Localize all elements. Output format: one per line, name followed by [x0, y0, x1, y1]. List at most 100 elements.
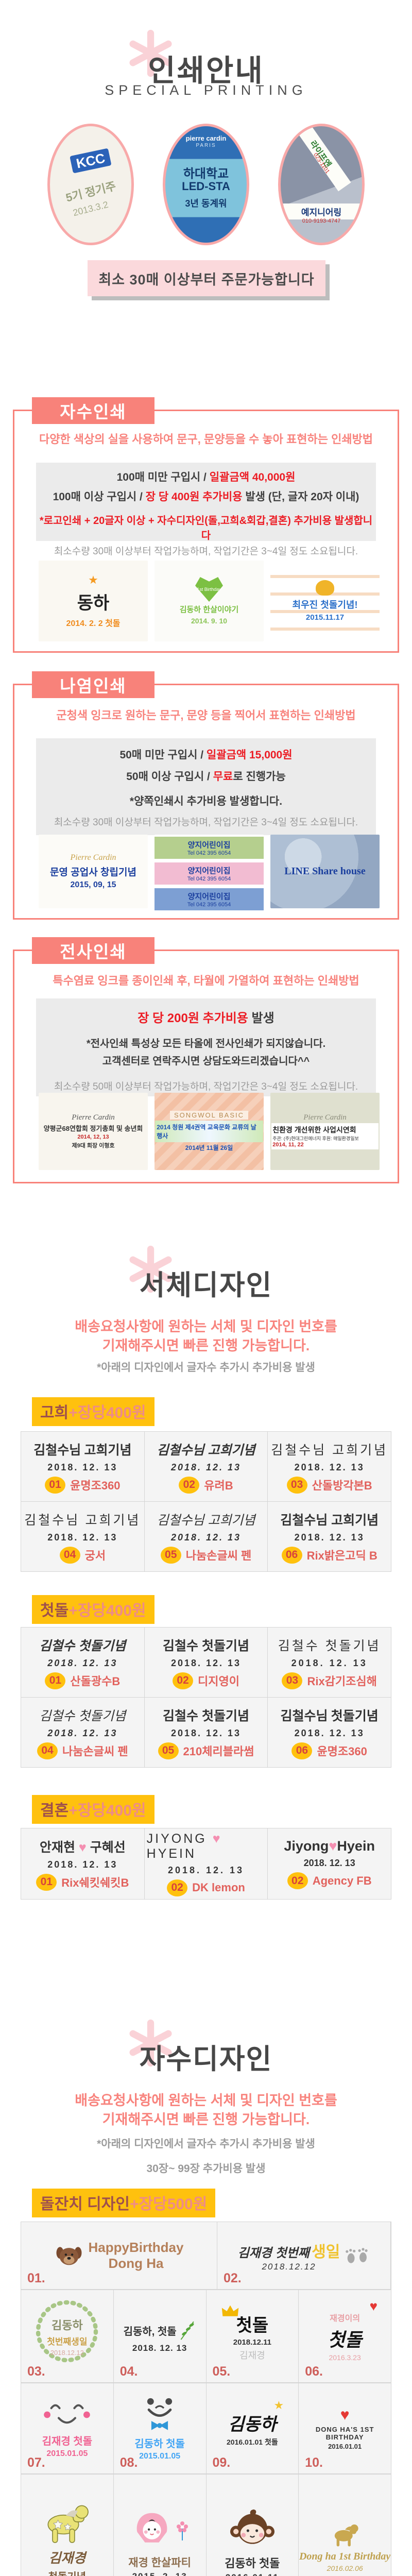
number-badge: 03 [282, 1672, 303, 1689]
wreath-icon [36, 2300, 98, 2363]
towel-strip: 양지어린이집 Tel 042 395 6054 [154, 837, 264, 859]
page-subtitle: SPECIAL PRINTING [105, 82, 307, 98]
font-cell: 김철수 첫돌기념 2018. 12. 13 02 디지영이 [144, 1628, 268, 1697]
font-design-desc2: 기재해주시면 빠른 진행 가능합니다. [102, 1338, 310, 1353]
photo-text: SONGWOL BASIC [169, 1111, 249, 1120]
photo-text: 친환경 개선위한 사업시연회 [272, 1126, 356, 1134]
design-cell: HappyBirthday Dong Ha 01. [21, 2222, 217, 2289]
design-text: 2018.12.12 [50, 2348, 84, 2357]
number-badge: 05 [158, 1742, 179, 1759]
number-badge: 02 [173, 1672, 193, 1689]
gold-pony-icon [334, 2524, 358, 2547]
asterisk-icon [129, 1245, 172, 1293]
smiley-bow-icon [147, 2398, 173, 2430]
towel-strip: 양지어린이집 Tel 042 395 6054 [154, 862, 264, 885]
transfer-print-section [13, 950, 399, 1183]
heart-icon: ♥ [212, 1831, 222, 1846]
section-photo-row: Pierre Cardin 양평군68연합회 정기총회 및 송년회 2014, … [39, 1093, 380, 1170]
design-cell: 김동하 첫번째생일 2018.12.12 03. [21, 2290, 113, 2382]
design-cell: 김재경 첫돌 2015.01.05 07. [21, 2383, 113, 2473]
photo-text: Pierre Cardin [72, 1113, 115, 1122]
design-cell: 김동하, 첫돌 2018. 12. 13 04. [113, 2290, 206, 2382]
font-cell: 김철수 첫돌기념 2018. 12. 13 01 산돌광수B [21, 1628, 144, 1697]
price-line: 고객센터로 연락주시면 상담도와드리겠습니다^^ [102, 1056, 310, 1067]
section-photo-row: ★ 동하 2014. 2. 2 첫돌 1st Birthday 김동하 한살이야… [39, 561, 380, 641]
photo-text: KCC [70, 148, 112, 174]
leaf-branch-icon [180, 2321, 194, 2340]
number-badge: 02 [179, 1476, 200, 1494]
photo-text: 023-1101 [312, 151, 331, 175]
heart-icon: ♥ [369, 2298, 377, 2314]
photo-text: 010-9193-4747 [302, 218, 341, 224]
photo-text: 2014, 12, 13 [77, 1134, 109, 1140]
price-line: 최소수량 50매 이상부터 작업가능하며, 작업기간은 3~4일 정도 소요됩니… [54, 1081, 358, 1092]
asterisk-icon [129, 2019, 172, 2067]
section-title-embroidery: 자수인쇄 [32, 397, 154, 424]
design-text: 첫돌 [236, 2315, 269, 2335]
photo-text: 양지어린이집 [187, 892, 231, 901]
design-text: 2018.12.11 [233, 2337, 271, 2347]
photo-text: 2014. 9. 10 [191, 617, 228, 625]
design-text: 2015.01.05 [139, 2452, 181, 2461]
design-cell: ♥ DONG HA'S 1ST BIRTHDAY 2016.01.01 10. [299, 2383, 391, 2473]
embroidery-design-title: 자수디자인 [139, 2044, 273, 2075]
design-cell: 김동하 첫돌 2016.01.11 13. [206, 2475, 299, 2576]
photo-text: 최우진 첫돌기념! [292, 600, 358, 610]
section-photo-row: Pierre Cardin 문영 공업사 창립기념 2015, 09, 15 양… [39, 835, 380, 912]
photo-text: Pierre Cardin [70, 853, 116, 862]
dol-design-grid-row3: 김재경 첫돌 2015.01.05 07. 김동하 첫돌 2015.01.05 … [21, 2383, 391, 2474]
design-text: HappyBirthday [88, 2240, 184, 2255]
sample-photo-row: KCC 5기 정기주 2013.3.2 pierre cardin PARIS … [0, 124, 412, 245]
dol-design-grid-row1: HappyBirthday Dong Ha 01. 김재경 첫번째 생일 201… [21, 2222, 391, 2290]
design-text: 첫번째생일 [47, 2336, 88, 2347]
number-badge: 01 [45, 1672, 66, 1689]
wedding-font-table: 안재현 ♥ 구혜선 2018. 12. 13 01 Rix쉐킷쉐킷B JIYONG… [21, 1828, 391, 1900]
font-cell: 김철수 첫돌기념 2018. 12. 13 05 210체리블라썸 [144, 1698, 268, 1767]
design-text: 첫돌기념 [48, 2568, 87, 2576]
design-text: 2015. 2. 13 [132, 2571, 187, 2576]
price-line: *전사인쇄 특성상 모든 타올에 전사인쇄가 되지않습니다. [86, 1038, 326, 1049]
design-cell: 김동하 첫돌 2015.01.05 08. [113, 2383, 206, 2473]
design-text: 생일 [312, 2244, 340, 2261]
star-icon: ★ [273, 2399, 284, 2412]
photo-text: 2014 청원 제4권역 교육문화 교류의 날 행사 [155, 1121, 263, 1142]
font-cell: 김철수 첫돌기념 2018. 12. 13 04 나눔손글씨 펜 [21, 1698, 144, 1767]
design-cell: 첫돌 2018.12.11 김재경 05. [206, 2290, 299, 2382]
price-info-box: 장 당 200원 추가비용 발생 *전사인쇄 특성상 모든 타올에 전사인쇄가 … [36, 998, 376, 1096]
design-number: 08. [119, 2455, 138, 2470]
photo-text: 제9대 회장 이형호 [72, 1143, 115, 1149]
photo-text: LED-STA [182, 180, 230, 193]
price-line: 50매 미만 구입시 / 일괄금액 15,000원 [119, 749, 293, 761]
section-title-transfer: 전사인쇄 [32, 937, 154, 964]
number-badge: 06 [281, 1546, 302, 1564]
heart-icon: ♥ [78, 1840, 87, 1855]
design-number: 06. [305, 2364, 323, 2379]
gohui-font-table: 김철수님 고희기념 2018. 12. 13 01 윤명조360 김철수님 고희기념… [21, 1431, 391, 1572]
towel-photo: Pierre Cardin 친환경 개선위한 사업시연회 주관: (주)현대그린… [270, 1093, 380, 1170]
design-number: 01. [27, 2271, 45, 2285]
design-text: 김재경 [239, 2350, 265, 2361]
design-text: 김재경 첫돌 [42, 2436, 93, 2447]
font-cell: 김철수님 첫돌기념 2018. 12. 13 06 윤명조360 [268, 1698, 391, 1767]
design-text: 김동하 첫돌 [134, 2438, 185, 2450]
price-line: *로고인쇄 + 20글자 이상 + 자수디자인(돌,고희&회갑,결혼) 추가비용… [39, 515, 373, 541]
star-icon: ★ [88, 573, 98, 586]
photo-text: 2014년 11월 26일 [185, 1144, 233, 1151]
page-title: 인쇄안내 [148, 54, 264, 88]
design-text: Dong Ha [108, 2256, 164, 2271]
design-text: 2018. 12. 13 [132, 2343, 187, 2353]
number-badge: 01 [36, 1873, 57, 1891]
dol-design-grid-row2: 김동하 첫번째생일 2018.12.12 03. 김동하, 첫돌 2018. 1… [21, 2290, 391, 2383]
dol-design-label: 돌잔치 디자인+장당500원 [32, 2189, 216, 2217]
design-cell: 김재경 첫번째 생일 2018.12.12 02. [217, 2222, 390, 2289]
price-info-box: 100매 미만 구입시 / 일괄금액 40,000원 100매 이상 구입시 /… [36, 463, 376, 557]
photo-text: 3년 동계워 [185, 198, 227, 209]
font-cell: JIYONG ♥ HYEIN 2018. 12. 13 02 DK lemon [144, 1828, 268, 1899]
dol-design-grid-row4: 김재경 첫돌기념 2015.10.25 11. 재경 한살파티 2015. 2.… [21, 2474, 391, 2576]
asterisk-icon [129, 29, 172, 77]
section-title-dye: 나염인쇄 [32, 671, 154, 698]
towel-photo: ★ 동하 2014. 2. 2 첫돌 [39, 561, 148, 641]
design-text: 재경 한살파티 [128, 2556, 191, 2569]
design-cell: 재경 한살파티 2015. 2. 13 12. [113, 2475, 206, 2576]
